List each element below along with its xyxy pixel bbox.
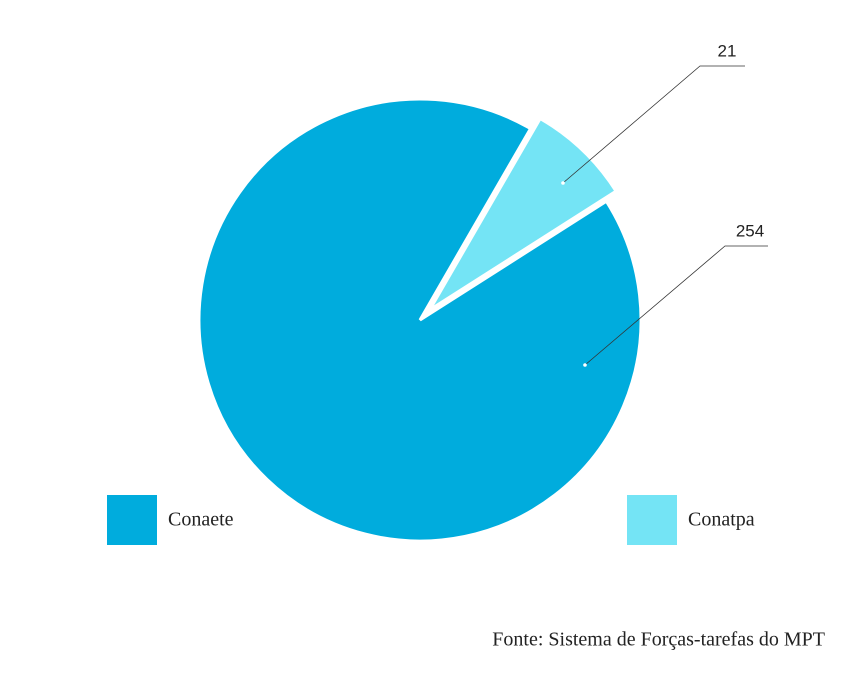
leader-line [562,65,745,184]
source: Fonte: Sistema de Forças-tarefas do MPT [492,629,825,651]
pie-slice [197,97,643,543]
legend-label: Conatpa [688,509,755,531]
pie-slice [428,116,619,312]
leader-dot [561,181,565,185]
leader-line [584,245,768,366]
legend-swatch [627,495,677,545]
value-label: 254 [736,221,764,240]
leader-dot [583,363,587,367]
legend-swatch [107,495,157,545]
value-label: 21 [718,41,737,60]
legend-label: Conaete [168,509,234,531]
